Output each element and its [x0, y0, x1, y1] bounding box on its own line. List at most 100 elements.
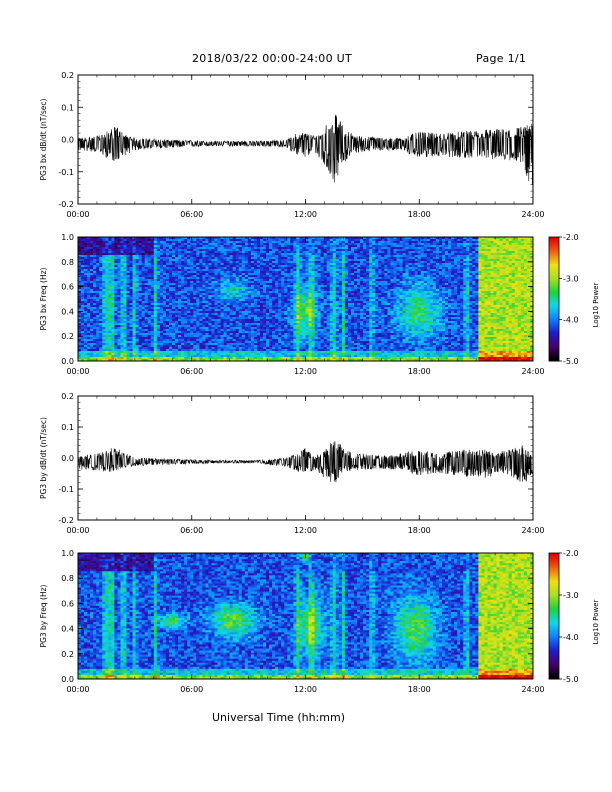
- spectrogram-cell: [81, 265, 85, 268]
- spectrogram-cell: [269, 277, 273, 280]
- spectrogram-cell: [311, 331, 315, 334]
- spectrogram-cell: [260, 287, 264, 290]
- spectrogram-cell: [175, 259, 179, 262]
- spectrogram-cell: [126, 327, 130, 330]
- spectrogram-cell: [217, 265, 221, 268]
- spectrogram-cell: [302, 237, 306, 240]
- spectrogram-cell: [114, 331, 118, 334]
- spectrogram-cell: [211, 291, 215, 294]
- spectrogram-cell: [244, 359, 249, 362]
- spectrogram-cell: [308, 339, 312, 342]
- spectrogram-cell: [235, 273, 240, 276]
- spectrogram-cell: [93, 249, 97, 252]
- spectrogram-cell: [296, 241, 300, 244]
- spectrogram-cell: [165, 289, 170, 292]
- spectrogram-cell: [296, 277, 300, 280]
- spectrogram-cell: [99, 301, 103, 304]
- spectrogram-cell: [269, 249, 273, 252]
- spectrogram-cell: [293, 343, 297, 346]
- spectrogram-cell: [290, 345, 294, 348]
- spectrogram-cell: [244, 337, 249, 340]
- spectrogram-cell: [229, 343, 233, 346]
- spectrogram-cell: [211, 255, 215, 258]
- spectrogram-cell: [156, 359, 161, 362]
- x-tick-label: 12:00: [294, 210, 317, 219]
- spectrogram-cell: [202, 263, 206, 266]
- spectrogram-cell: [205, 325, 209, 328]
- spectrogram-cell: [302, 333, 306, 336]
- spectrogram-cell: [111, 305, 115, 308]
- spectrogram-cell: [156, 345, 161, 348]
- spectrogram-cell: [175, 253, 179, 256]
- spectrogram-cell: [159, 299, 164, 302]
- spectrogram-cell: [250, 239, 255, 242]
- spectrogram-cell: [223, 275, 227, 278]
- spectrogram-cell: [235, 343, 240, 346]
- spectrogram-cell: [208, 329, 212, 332]
- spectrogram-cell: [275, 275, 279, 278]
- spectrogram-cell: [208, 285, 212, 288]
- spectrogram-cell: [93, 281, 97, 284]
- spectrogram-cell: [217, 251, 221, 254]
- spectrogram-cell: [305, 291, 309, 294]
- spectrogram-cell: [172, 349, 176, 352]
- spectrogram-cell: [202, 279, 206, 282]
- spectrogram-cell: [144, 263, 149, 266]
- spectrogram-cell: [165, 349, 170, 352]
- spectrogram-cell: [256, 275, 261, 278]
- spectrogram-cell: [87, 309, 91, 312]
- spectrogram-cell: [196, 275, 200, 278]
- spectrogram-cell: [250, 357, 255, 360]
- spectrogram-cell: [102, 329, 106, 332]
- spectrogram-cell: [162, 353, 167, 356]
- spectrogram-cell: [232, 257, 237, 260]
- spectrogram-cell: [141, 339, 146, 342]
- spectrogram-cell: [150, 275, 155, 278]
- spectrogram-cell: [275, 261, 279, 264]
- spectrogram-cell: [202, 289, 206, 292]
- spectrogram-cell: [302, 303, 306, 306]
- spectrogram-cell: [211, 349, 215, 352]
- spectrogram-cell: [99, 249, 103, 252]
- spectrogram-cell: [135, 255, 139, 258]
- spectrogram-cell: [266, 259, 270, 262]
- spectrogram-cell: [111, 349, 115, 352]
- spectrogram-cell: [147, 323, 152, 326]
- spectrogram-cell: [153, 359, 158, 362]
- spectrogram-cell: [229, 297, 233, 300]
- spectrogram-cell: [269, 323, 273, 326]
- spectrogram-cell: [87, 349, 91, 352]
- spectrogram-cell: [260, 337, 264, 340]
- spectrogram-cell: [123, 357, 127, 360]
- spectrogram-cell: [269, 341, 273, 344]
- spectrogram-cell: [123, 311, 127, 314]
- spectrogram-cell: [308, 357, 312, 360]
- spectrogram-cell: [153, 259, 158, 262]
- spectrogram-cell: [278, 301, 282, 304]
- spectrogram-cell: [217, 287, 221, 290]
- spectrogram-cell: [169, 299, 173, 302]
- spectrogram-cell: [105, 333, 109, 336]
- spectrogram-cell: [260, 251, 264, 254]
- spectrogram-cell: [117, 243, 121, 246]
- spectrogram-cell: [193, 331, 197, 334]
- spectrogram-cell: [96, 315, 100, 318]
- spectrogram-cell: [153, 261, 158, 264]
- spectrogram-cell: [211, 345, 215, 348]
- spectrogram-cell: [87, 343, 91, 346]
- spectrogram-cell: [84, 283, 88, 286]
- spectrogram-cell: [126, 325, 130, 328]
- spectrogram-cell: [211, 359, 215, 362]
- spectrogram-cell: [272, 287, 276, 290]
- spectrogram-cell: [172, 337, 176, 340]
- spectrogram-cell: [199, 353, 203, 356]
- spectrogram-cell: [296, 291, 300, 294]
- spectrogram-cell: [196, 339, 200, 342]
- spectrogram-cell: [181, 329, 185, 332]
- spectrogram-cell: [187, 239, 191, 242]
- spectrogram-cell: [238, 245, 243, 248]
- spectrogram-cell: [93, 245, 97, 248]
- spectrogram-cell: [96, 327, 100, 330]
- spectrogram-cell: [96, 347, 100, 350]
- spectrogram-cell: [211, 247, 215, 250]
